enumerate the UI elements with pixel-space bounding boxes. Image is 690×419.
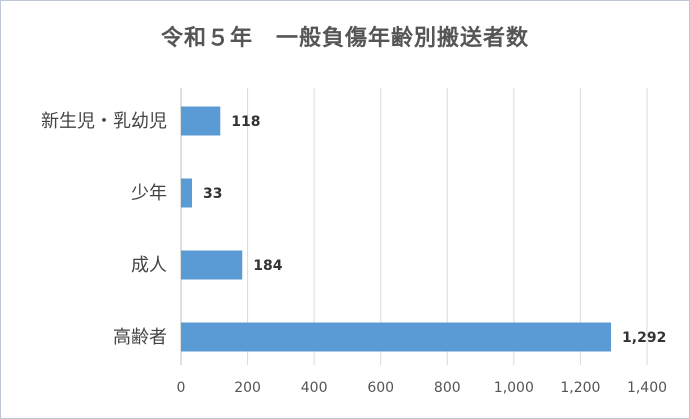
category-label: 高齢者 — [113, 327, 167, 348]
x-tick-label: 800 — [434, 380, 461, 396]
category-label: 成人 — [131, 255, 167, 276]
x-tick-label: 400 — [301, 380, 328, 396]
x-tick-label: 1,000 — [494, 380, 534, 396]
data-label: 118 — [231, 114, 260, 130]
bar — [181, 178, 192, 208]
x-tick-label: 1,400 — [627, 380, 667, 396]
chart-title: 令和５年 一般負傷年齢別搬送者数 — [160, 26, 529, 51]
bar — [181, 322, 612, 352]
category-label: 新生児・乳幼児 — [41, 111, 167, 132]
data-label: 1,292 — [622, 330, 666, 346]
data-label: 184 — [253, 258, 282, 274]
x-tick-label: 200 — [234, 380, 261, 396]
category-label: 少年 — [131, 183, 167, 204]
data-label: 33 — [203, 186, 222, 202]
bars — [181, 106, 612, 352]
bar — [181, 250, 243, 280]
x-tick-label: 0 — [177, 380, 186, 396]
grid-lines — [180, 88, 648, 365]
x-tick-label: 1,200 — [560, 380, 600, 396]
bar — [181, 106, 221, 136]
labels: 0 200 400 600 800 1,000 1,200 1,400 新生児・乳幼児 118 少年… — [41, 111, 667, 396]
x-tick-label: 600 — [367, 380, 394, 396]
